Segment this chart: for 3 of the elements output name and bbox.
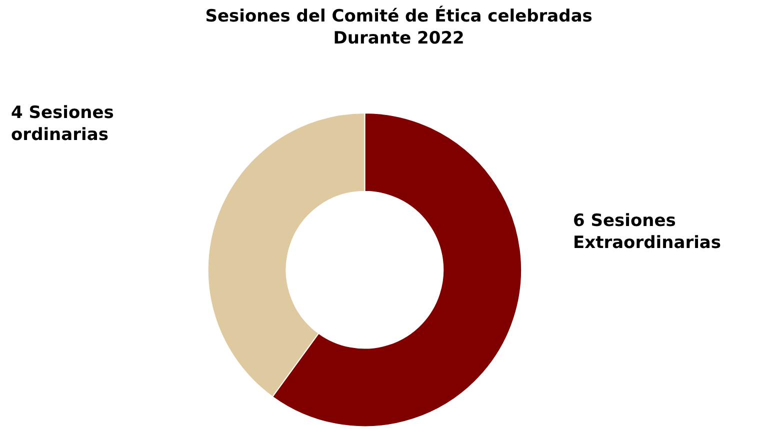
chart-title: Sesiones del Comité de Ética celebradas Durante 2022 <box>205 5 592 49</box>
slice-label: 6 Sesiones Extraordinarias <box>573 211 721 254</box>
slice-label: 4 Sesiones ordinarias <box>11 103 114 146</box>
